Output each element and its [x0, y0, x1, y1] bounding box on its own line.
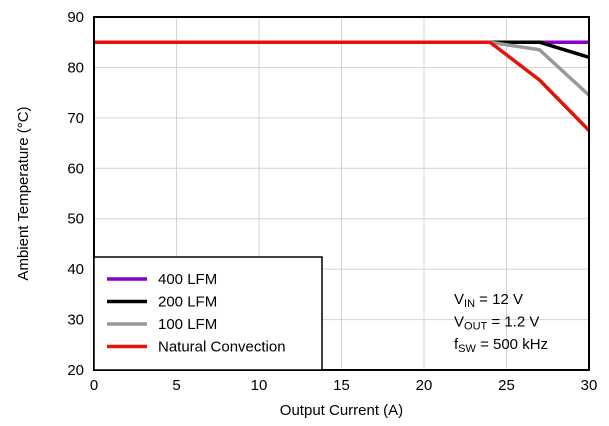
condition-line: VOUT = 1.2 V: [454, 314, 539, 333]
x-tick-label: 30: [581, 377, 598, 394]
condition-line: fSW = 500 kHz: [454, 336, 548, 355]
tick-labels: 0 5 10 15 20 25 30 20 30 40 50 60 70 80 90: [67, 9, 597, 394]
legend-label: 400 LFM: [158, 271, 217, 288]
y-tick-label: 40: [67, 261, 84, 278]
y-tick-label: 70: [67, 110, 84, 127]
plot-frame: [93, 16, 590, 371]
series-lines: [94, 40, 591, 132]
y-tick-label: 50: [67, 211, 84, 228]
x-tick-label: 20: [416, 377, 433, 394]
y-axis-title: Ambient Temperature (°C): [15, 106, 32, 280]
y-tick-label: 80: [67, 59, 84, 76]
legend: 400 LFM 200 LFM 100 LFM Natural Convection: [93, 256, 323, 371]
legend-label: 100 LFM: [158, 316, 217, 333]
x-tick-label: 5: [172, 377, 180, 394]
x-tick-label: 0: [90, 377, 98, 394]
y-tick-label: 60: [67, 160, 84, 177]
x-axis-title: Output Current (A): [280, 402, 403, 419]
series-line-natural-convection: [94, 40, 591, 132]
y-tick-label: 90: [67, 9, 84, 26]
y-tick-label: 30: [67, 312, 84, 329]
operating-conditions: VIN = 12 V VOUT = 1.2 V fSW = 500 kHz: [454, 291, 548, 355]
x-tick-label: 10: [251, 377, 268, 394]
y-tick-label: 20: [67, 362, 84, 379]
legend-label: Natural Convection: [158, 339, 286, 356]
legend-box: [93, 256, 323, 371]
legend-label: 200 LFM: [158, 294, 217, 311]
condition-line: VIN = 12 V: [454, 291, 523, 310]
x-tick-label: 15: [333, 377, 350, 394]
x-tick-label: 25: [498, 377, 515, 394]
